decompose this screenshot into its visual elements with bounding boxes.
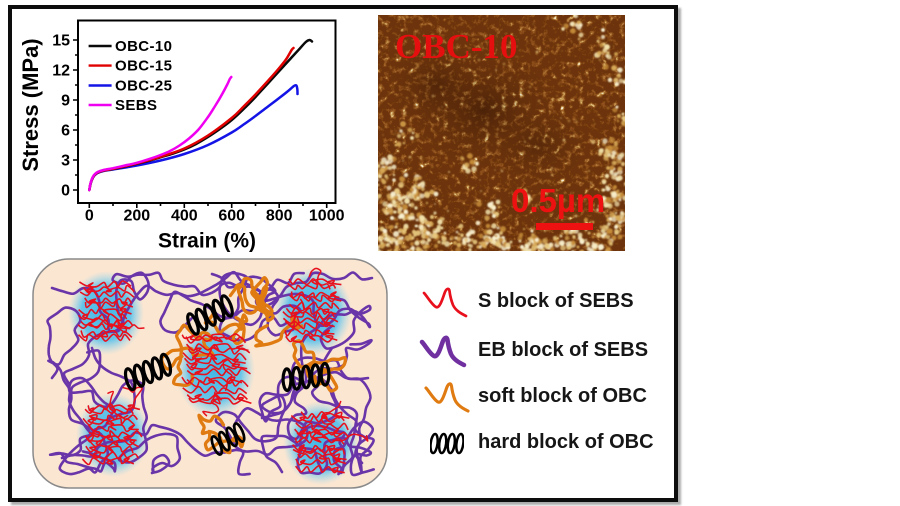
svg-text:200: 200: [123, 208, 150, 225]
svg-text:600: 600: [218, 208, 245, 225]
svg-text:0.5µm: 0.5µm: [511, 182, 605, 219]
svg-text:SEBS: SEBS: [115, 97, 157, 114]
svg-text:0: 0: [85, 208, 94, 225]
svg-text:OBC-25: OBC-25: [115, 78, 172, 95]
svg-text:OBC-15: OBC-15: [115, 58, 172, 75]
svg-text:OBC-10: OBC-10: [395, 27, 518, 66]
svg-text:Stress (MPa): Stress (MPa): [18, 38, 43, 171]
svg-text:800: 800: [266, 208, 293, 225]
svg-text:Strain (%): Strain (%): [158, 230, 256, 253]
svg-text:9: 9: [61, 93, 70, 110]
svg-text:OBC-10: OBC-10: [115, 38, 172, 55]
svg-text:0: 0: [61, 183, 70, 200]
svg-text:6: 6: [61, 123, 70, 140]
svg-text:3: 3: [61, 153, 70, 170]
svg-text:400: 400: [171, 208, 198, 225]
svg-text:15: 15: [52, 33, 70, 50]
svg-text:12: 12: [52, 63, 70, 80]
svg-text:1000: 1000: [309, 208, 345, 225]
